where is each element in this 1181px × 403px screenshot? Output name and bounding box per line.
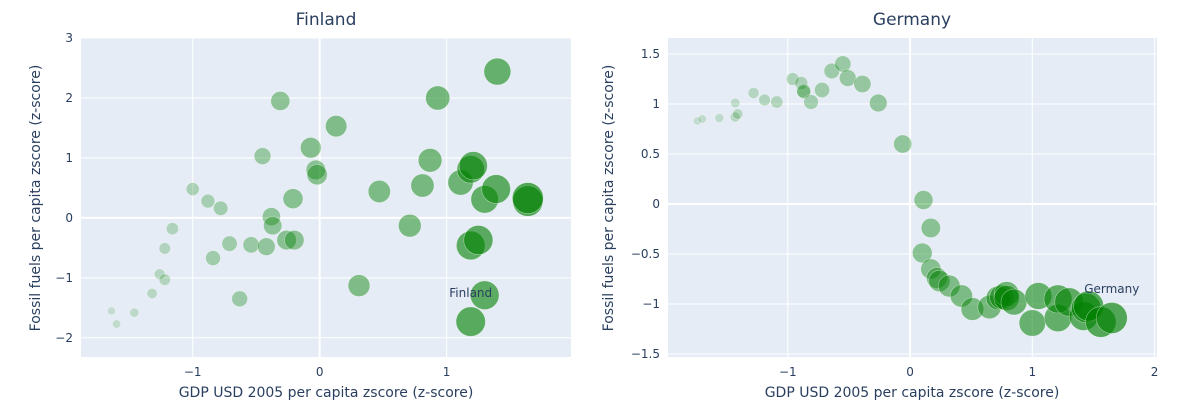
y-tick-label: −0.5 [631,247,660,261]
data-point[interactable] [920,218,941,238]
data-point[interactable] [697,114,707,124]
data-point[interactable] [300,137,322,159]
y-tick-label: −1 [642,297,660,311]
data-point[interactable] [185,182,200,196]
subplot-germany: Germany GDP USD 2005 per capita zscore (… [601,10,1158,401]
data-point[interactable] [282,188,304,209]
data-point[interactable] [512,182,544,214]
x-tick-label: −1 [184,365,202,379]
data-point[interactable] [410,173,435,198]
data-point[interactable] [263,216,283,236]
x-axis-title: GDP USD 2005 per capita zscore (z-score) [765,385,1060,401]
data-point[interactable] [367,180,391,203]
data-point[interactable] [112,319,122,329]
data-point[interactable] [794,76,809,90]
data-point[interactable] [107,306,116,316]
data-point[interactable] [770,95,784,109]
data-point[interactable] [853,75,872,93]
data-point[interactable] [730,97,741,109]
subplot-finland: Finland GDP USD 2005 per capita zscore (… [28,10,571,401]
data-point[interactable] [257,237,276,256]
data-point[interactable] [284,230,305,251]
data-point[interactable] [221,235,238,252]
data-point[interactable] [146,287,158,299]
data-point[interactable] [1000,288,1028,316]
data-point[interactable] [325,115,348,138]
data-point[interactable] [803,94,819,110]
data-point[interactable] [458,151,488,181]
data-point[interactable] [158,273,171,286]
data-point[interactable] [200,193,216,209]
y-tick-label: 1.5 [641,47,660,61]
x-tick-label: −1 [779,365,797,379]
data-point[interactable] [714,113,725,123]
data-point[interactable] [1095,302,1128,334]
data-point[interactable] [732,108,744,120]
point-annotation: Germany [1084,282,1139,296]
data-point[interactable] [869,93,888,113]
data-point[interactable] [463,225,494,255]
x-tick-label: 1 [443,365,451,379]
data-point[interactable] [158,242,171,255]
data-point[interactable] [166,222,179,236]
data-point[interactable] [253,147,272,165]
x-tick-label: 2 [1151,365,1159,379]
data-point[interactable] [347,274,371,297]
data-point[interactable] [231,290,248,308]
data-point[interactable] [417,148,443,173]
data-point[interactable] [1018,309,1046,337]
data-point[interactable] [470,280,500,310]
data-point[interactable] [823,62,840,80]
data-point[interactable] [920,258,942,280]
data-point[interactable] [425,85,451,111]
data-point[interactable] [786,72,800,86]
y-axis-title: Fossil fuels per capita zscore (z-score) [28,65,44,332]
data-point[interactable] [306,164,328,186]
data-point[interactable] [455,306,486,337]
y-tick-label: −1 [55,271,73,285]
x-tick-label: 0 [316,365,324,379]
data-point[interactable] [481,174,511,204]
data-point[interactable] [483,57,512,86]
data-point[interactable] [796,83,812,99]
y-tick-label: −2 [55,331,73,345]
data-point[interactable] [398,214,422,238]
y-axis-title: Fossil fuels per capita zscore (z-score) [601,65,617,332]
data-point[interactable] [913,190,934,210]
data-point[interactable] [814,82,830,98]
y-tick-label: 0 [65,211,73,225]
data-point[interactable] [834,55,852,73]
y-tick-label: 0 [652,197,660,211]
y-tick-label: 0.5 [641,147,660,161]
data-point[interactable] [758,93,771,107]
subplot-title: Finland [296,10,357,30]
data-point[interactable] [937,274,961,298]
data-point[interactable] [242,236,260,254]
y-tick-label: 1 [65,151,73,165]
y-tick-label: −1.5 [631,347,660,361]
subplot-title: Germany [873,10,951,30]
data-point[interactable] [893,134,913,154]
y-tick-label: 2 [65,91,73,105]
data-point[interactable] [270,91,291,111]
data-point[interactable] [154,268,166,280]
data-point[interactable] [213,200,229,216]
point-annotation: Finland [449,286,492,300]
data-point[interactable] [276,230,297,251]
y-tick-label: 3 [65,31,73,45]
data-point[interactable] [912,242,933,264]
x-axis-title: GDP USD 2005 per capita zscore (z-score) [179,385,474,401]
data-point[interactable] [693,116,702,126]
data-point[interactable] [960,297,985,321]
data-point[interactable] [205,250,221,266]
y-tick-label: 1 [652,97,660,111]
x-tick-label: 0 [906,365,914,379]
data-point[interactable] [129,307,140,318]
data-point[interactable] [926,267,948,289]
x-tick-label: 1 [1028,365,1036,379]
data-point[interactable] [747,87,760,99]
